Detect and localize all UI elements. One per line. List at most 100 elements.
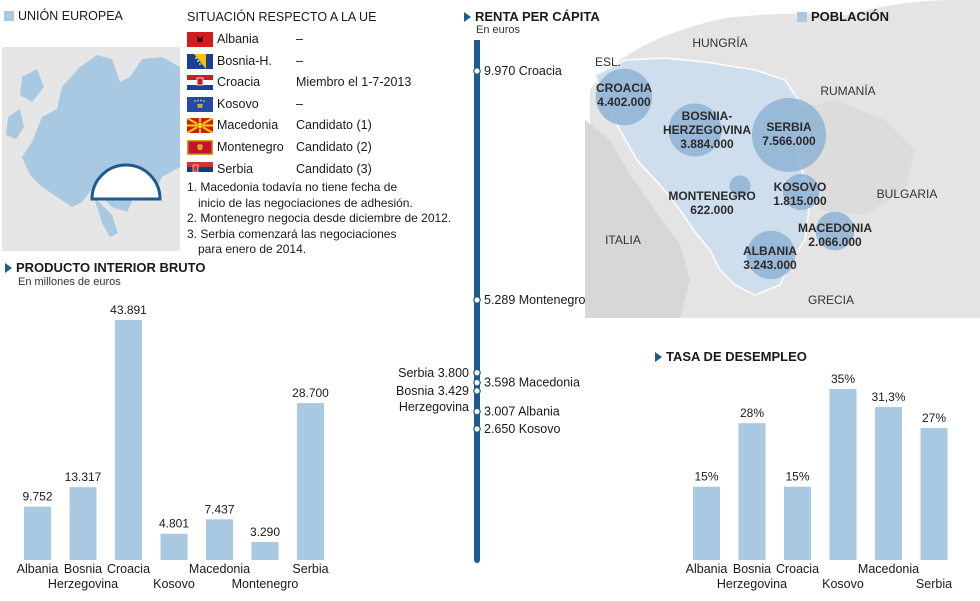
bubble-kosovo <box>782 173 820 211</box>
kosovo-flag-icon <box>187 96 213 112</box>
status-value-kosovo: – <box>296 96 303 111</box>
map-region-esl: ESL. <box>595 55 621 69</box>
pib-title: PRODUCTO INTERIOR BRUTO <box>16 260 206 275</box>
category-label-serbia: Serbia <box>292 562 328 576</box>
bubble-name: KOSOVO <box>774 180 827 194</box>
value-label-croacia: 43.891 <box>110 303 147 317</box>
bubble-montenegro <box>729 175 751 197</box>
category-label-bosnia-herzegovina: Herzegovina <box>48 577 118 591</box>
status-note-line: para enero de 2014. <box>198 242 307 256</box>
eu-legend-swatch <box>4 11 14 21</box>
bar-bosnia-herzegovina <box>69 487 97 560</box>
bar-bosnia-herzegovina <box>738 423 766 560</box>
renta-left-label: Herzegovina <box>399 400 469 414</box>
status-note-line: 2. Montenegro negocia desde diciembre de… <box>187 211 452 225</box>
renta-header: RENTA PER CÁPITA <box>464 9 600 24</box>
map-region-bulgaria: BULGARIA <box>877 187 938 201</box>
status-title: SITUACIÓN RESPECTO A LA UE <box>187 10 377 24</box>
renta-chart: 9.970 Croacia 5.289 Montenegro 3.598 Maced… <box>396 40 586 563</box>
bar-albania <box>693 486 720 560</box>
bubble-name: SERBIA <box>766 120 812 134</box>
status-note-line: inicio de las negociaciones de adhesión. <box>198 195 413 210</box>
eu-legend-label: UNIÓN EUROPEA <box>18 9 123 23</box>
category-label-bosnia-herzegovina: Herzegovina <box>717 577 787 591</box>
bubble-value: 1.815.000 <box>773 194 827 208</box>
renta-label-montenegro: 5.289 Montenegro <box>484 293 586 307</box>
bar-kosovo <box>160 533 188 560</box>
status-country-croacia: Croacia <box>217 75 261 90</box>
status-value-montenegro: Candidato (2) <box>296 140 372 154</box>
bubble-macedonia <box>815 211 855 251</box>
value-label-bosnia-herzegovina: 13.317 <box>65 470 102 484</box>
renta-left-label: Bosnia 3.429 <box>396 384 469 398</box>
map-region-rumania: RUMANÍA <box>820 83 875 98</box>
status-country-kosovo: Kosovo <box>217 96 259 111</box>
value-label-serbia: 27% <box>922 411 946 425</box>
pib-arrow-icon <box>5 263 12 273</box>
bubble-name: CROACIA <box>596 81 652 95</box>
status-value-albania: – <box>296 32 303 46</box>
pib-header: PRODUCTO INTERIOR BRUTO <box>5 260 205 275</box>
bubble-name: BOSNIA- <box>682 109 733 123</box>
renta-label-croacia: 9.970 Croacia <box>484 64 562 78</box>
status-country-bosnia-h: Bosnia-H. <box>217 53 272 68</box>
status-country-macedonia: Macedonia <box>217 118 279 133</box>
bubble-albania <box>746 230 796 280</box>
category-label-kosovo: Kosovo <box>822 577 864 591</box>
value-label-albania: 15% <box>694 470 718 484</box>
bar-macedonia <box>206 519 233 560</box>
renta-point-macedonia <box>473 378 481 387</box>
eu-legend: UNIÓN EUROPEA <box>4 9 123 23</box>
category-label-serbia: Serbia <box>916 577 952 591</box>
renta-point-serbia <box>473 368 481 377</box>
croatia-flag-icon <box>187 75 213 91</box>
value-label-montenegro: 3.290 <box>250 525 280 539</box>
renta-point-bosnia-herzegovina <box>473 387 481 395</box>
value-label-kosovo: 4.801 <box>159 517 189 531</box>
population-map: HUNGRÍA ESL. RUMANÍA BULGARIA ITALIA GRECIA CR… <box>585 0 980 318</box>
category-label-bosnia-herzegovina: Bosnia <box>64 562 102 576</box>
pib-subtitle: En millones de euros <box>18 276 121 288</box>
value-label-albania: 9.752 <box>22 490 52 504</box>
population-title: POBLACIÓN <box>811 9 889 24</box>
category-label-albania: Albania <box>686 562 728 576</box>
status-note-line: 3. Serbia comenzará las negociaciones <box>187 226 397 241</box>
bubble-value: 3.243.000 <box>743 258 797 272</box>
status-note-line: 1. Macedonia todavía no tiene fecha de <box>187 180 398 194</box>
europe-mini-map <box>2 47 180 251</box>
status-country-albania: Albania <box>217 32 259 46</box>
bar-macedonia <box>875 407 902 560</box>
balkans-highlight-arc <box>90 163 162 201</box>
renta-point-albania <box>473 407 481 416</box>
bar-croacia <box>115 320 142 560</box>
renta-label-albania: 3.007 Albania <box>484 405 560 419</box>
bubble-name: HERZEGOVINA <box>663 123 751 137</box>
bar-kosovo <box>829 389 857 560</box>
category-label-kosovo: Kosovo <box>153 577 195 591</box>
category-label-macedonia: Macedonia <box>189 562 250 576</box>
renta-arrow-icon <box>464 12 471 22</box>
category-label-bosnia-herzegovina: Bosnia <box>733 562 771 576</box>
renta-left-label: Serbia 3.800 <box>398 366 469 380</box>
montenegro-flag-icon <box>187 140 213 155</box>
bubble-bosnia-herzegovina <box>668 103 722 157</box>
status-value-croacia: Miembro el 1-7-2013 <box>296 75 412 90</box>
bar-montenegro <box>251 542 279 560</box>
bar-serbia <box>297 403 324 560</box>
population-header: POBLACIÓN <box>797 9 889 24</box>
category-label-croacia: Croacia <box>107 562 150 576</box>
serbia-flag-icon <box>187 161 213 177</box>
status-country-serbia: Serbia <box>217 161 254 176</box>
map-region-italia: ITALIA <box>605 233 641 247</box>
population-legend-swatch <box>797 12 807 22</box>
bubble-value: 7.566.000 <box>762 134 816 148</box>
status-value-serbia: Candidato (3) <box>296 161 372 176</box>
renta-point-croacia <box>473 67 481 75</box>
bubble-name: MONTENEGRO <box>668 189 755 203</box>
status-value-macedonia: Candidato (1) <box>296 118 372 133</box>
